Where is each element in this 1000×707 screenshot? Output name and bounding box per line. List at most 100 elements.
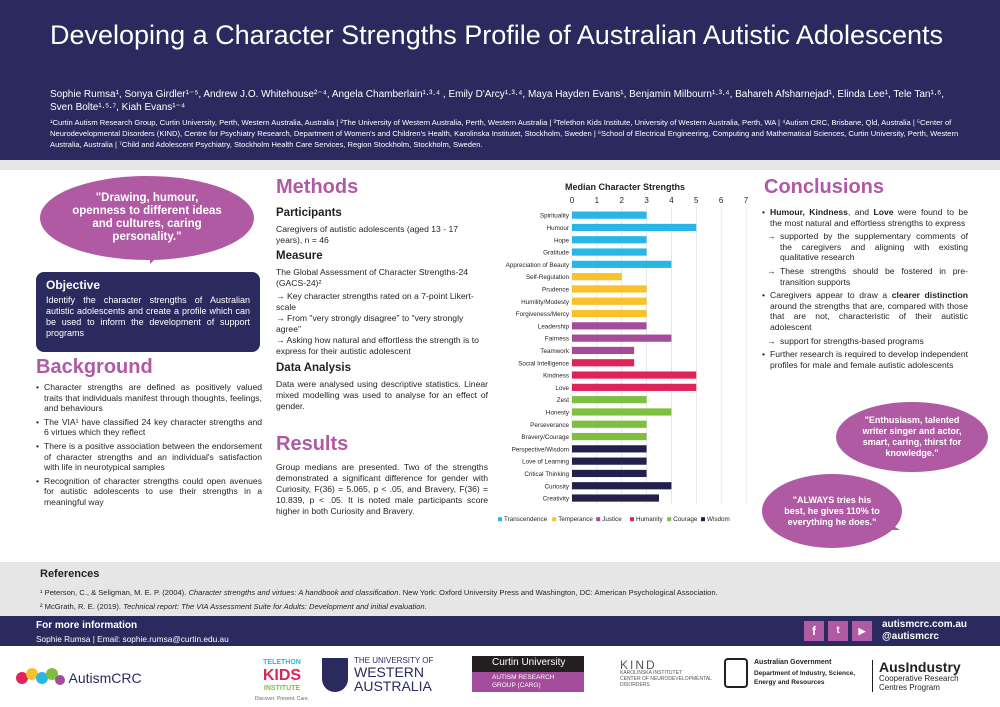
bar: [572, 445, 647, 453]
ausindustry-logo: AusIndustry Cooperative Research Centres…: [872, 660, 961, 692]
category-label: Bravery/Courage: [521, 434, 569, 441]
reference-1: ¹ Peterson, C., & Seligman, M. E. P. (20…: [40, 588, 718, 597]
conclusion-subitem: These strengths should be fostered in pr…: [762, 266, 968, 287]
quote-text-1: "Drawing, humour, openness to different …: [72, 192, 222, 243]
participants-text: Caregivers of autistic adolescents (aged…: [276, 224, 459, 245]
x-tick-label: 4: [669, 196, 674, 205]
category-label: Curiosity: [545, 483, 570, 490]
conclusion-subitem: support for strengths-based programs: [762, 336, 968, 347]
x-tick-label: 2: [619, 196, 624, 205]
contact-info: Sophie Rumsa | Email: sophie.rumsa@curti…: [36, 634, 229, 644]
category-label: Gratitude: [543, 250, 569, 257]
quote-bubble-3: "ALWAYS tries his best, he gives 110% to…: [762, 474, 902, 548]
bar: [572, 297, 647, 305]
legend-swatch: [498, 517, 502, 522]
background-list: Character strengths are defined as posit…: [36, 382, 262, 511]
category-label: Love: [555, 385, 569, 392]
conclusion-item: Humour, Kindness, and Love were found to…: [762, 207, 968, 228]
autismcrc-logo: AutismCRC: [14, 666, 142, 690]
category-label: Hope: [554, 237, 570, 244]
bar: [572, 285, 647, 293]
conclusion-item: Further research is required to develop …: [762, 349, 968, 370]
bar: [572, 309, 647, 318]
poster-header: Developing a Character Strengths Profile…: [0, 0, 1000, 160]
bar: [572, 432, 647, 441]
chart-title: Median Character Strengths: [565, 182, 685, 192]
category-label: Kindness: [543, 373, 569, 380]
x-tick-label: 0: [570, 196, 575, 205]
legend-swatch: [630, 517, 634, 522]
measure-text-1: The Global Assessment of Character Stren…: [276, 267, 469, 288]
background-heading: Background: [36, 356, 153, 378]
analysis-heading: Data Analysis: [276, 362, 351, 374]
author-list: Sophie Rumsa¹, Sonya Girdler¹⁻⁵, Andrew …: [50, 89, 945, 113]
category-label: Humour: [547, 225, 569, 232]
footer-bar: For more information Sophie Rumsa | Emai…: [0, 616, 1000, 646]
bar: [572, 359, 635, 367]
coat-of-arms-icon: [724, 658, 748, 688]
background-item: Recognition of character strengths could…: [36, 476, 262, 508]
bar: [572, 211, 647, 219]
bar: [572, 383, 697, 391]
background-item: Character strengths are defined as posit…: [36, 382, 262, 414]
uwa-crest-icon: [322, 658, 348, 692]
bar: [572, 236, 647, 244]
category-label: Fairness: [545, 336, 569, 343]
twitter-handle[interactable]: @autismcrc: [882, 631, 939, 642]
conclusion-item: Caregivers appear to draw a clearer dist…: [762, 290, 968, 332]
category-label: Forgiveness/Mercy: [516, 311, 570, 318]
quote-text-2: "Enthusiasm, talented writer singer and …: [862, 415, 962, 458]
legend-swatch: [667, 517, 672, 522]
category-label: Teamwork: [540, 348, 570, 355]
autismcrc-hands-icon: [14, 666, 66, 690]
header-divider: [0, 160, 1000, 170]
bar: [572, 408, 672, 416]
category-label: Love of Learning: [522, 459, 569, 466]
bar: [572, 334, 672, 342]
category-label: Perseverance: [530, 422, 569, 429]
legend-swatch: [596, 517, 601, 522]
x-tick-label: 3: [644, 196, 649, 205]
objective-text: Identify the character strengths of Aust…: [46, 295, 250, 338]
category-label: Perspective/Wisdom: [512, 446, 569, 453]
measure-heading: Measure: [276, 250, 323, 262]
legend-label: Justice: [602, 516, 622, 523]
measure-text-2: → Key character strengths rated on a 7-p…: [276, 291, 474, 312]
conclusions-list: Humour, Kindness, and Love were found to…: [762, 207, 968, 373]
category-label: Social Intelligence: [518, 360, 569, 367]
kind-logo: KIND KAROLINSKA INSTITUTET CENTER OF NEU…: [620, 658, 712, 688]
bar: [572, 469, 647, 478]
quote-bubble-1: "Drawing, humour, openness to different …: [40, 176, 254, 260]
objective-box: Objective Identify the character strengt…: [36, 272, 260, 352]
x-tick-label: 6: [719, 196, 724, 205]
x-tick-label: 5: [694, 196, 699, 205]
facebook-icon[interactable]: f: [804, 621, 824, 641]
bar: [572, 346, 635, 355]
bar: [572, 371, 697, 379]
conclusion-subitem: supported by the supplementary comments …: [762, 231, 968, 263]
median-strengths-chart: Median Character Strengths 0 1 2 3 4 5 6 7 Spirit…: [498, 182, 749, 523]
youtube-icon[interactable]: ▶: [852, 621, 872, 641]
twitter-icon[interactable]: t: [828, 621, 848, 641]
legend-swatch: [552, 517, 557, 522]
more-info-heading: For more information: [36, 620, 138, 631]
measure-text-3: → From "very strongly disagree" to "very…: [276, 313, 464, 334]
bar: [572, 223, 697, 232]
results-heading: Results: [276, 433, 349, 455]
quote-tail-1: [150, 250, 164, 264]
legend-label: Transcendence: [504, 516, 548, 523]
bar: [572, 248, 647, 256]
bar: [572, 482, 672, 490]
objective-heading: Objective: [46, 278, 101, 292]
legend-label: Humanity: [636, 516, 663, 523]
measure-text-4: → Asking how natural and effortless the …: [276, 335, 479, 356]
legend-label: Wisdom: [707, 516, 730, 523]
quote-text-3: "ALWAYS tries his best, he gives 110% to…: [784, 494, 880, 527]
telethon-kids-logo: TELETHON KIDS INSTITUTE Discover. Preven…: [254, 659, 310, 702]
website-link[interactable]: autismcrc.com.au: [882, 619, 968, 630]
quote-bubble-2: "Enthusiasm, talented writer singer and …: [836, 402, 988, 472]
bar: [572, 420, 647, 428]
poster-title: Developing a Character Strengths Profile…: [50, 20, 943, 50]
methods-heading: Methods: [276, 176, 359, 198]
results-text: Group medians are presented. Two of the …: [276, 462, 488, 516]
